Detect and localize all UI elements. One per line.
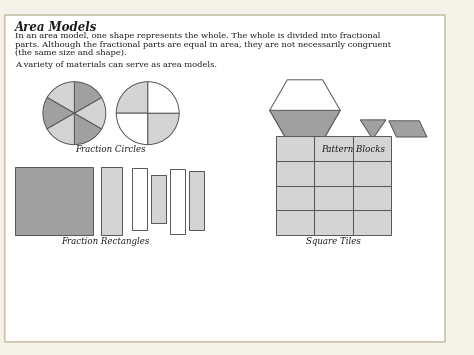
Polygon shape [270,110,340,141]
Text: (the same size and shape).: (the same size and shape). [15,49,127,57]
Bar [353,136,391,161]
Bar [276,186,314,211]
Text: parts. Although the fractional parts are equal in area, they are not necessarily: parts. Although the fractional parts are… [15,41,392,49]
Bar [276,161,314,186]
Bar [151,175,166,223]
Bar [276,136,314,161]
Wedge shape [116,82,148,113]
Text: Square Tiles: Square Tiles [306,237,361,246]
Bar [170,169,185,234]
FancyBboxPatch shape [5,15,445,342]
Bar [314,136,353,161]
Bar [314,186,353,211]
Wedge shape [74,82,101,113]
Bar [189,171,204,230]
Text: Pattern Blocks: Pattern Blocks [321,145,384,154]
Bar [314,211,353,235]
Bar [15,166,93,235]
Polygon shape [270,80,340,141]
Bar [353,186,391,211]
Wedge shape [148,113,179,144]
Wedge shape [74,98,106,129]
Wedge shape [74,113,101,144]
Wedge shape [148,82,179,113]
Bar [314,161,353,186]
Bar [101,166,122,235]
Bar [353,211,391,235]
Polygon shape [389,121,427,137]
Wedge shape [116,113,148,144]
Wedge shape [43,98,74,129]
Bar [131,168,147,230]
Bar [353,161,391,186]
Polygon shape [360,120,386,139]
Wedge shape [47,82,74,113]
Text: Fraction Rectangles: Fraction Rectangles [61,237,149,246]
Wedge shape [47,113,74,144]
Text: Fraction Circles: Fraction Circles [75,145,146,154]
Text: In an area model, one shape represents the whole. The whole is divided into frac: In an area model, one shape represents t… [15,32,381,40]
Bar [276,211,314,235]
Text: A variety of materials can serve as area models.: A variety of materials can serve as area… [15,61,217,69]
Text: Area Models: Area Models [15,21,98,34]
